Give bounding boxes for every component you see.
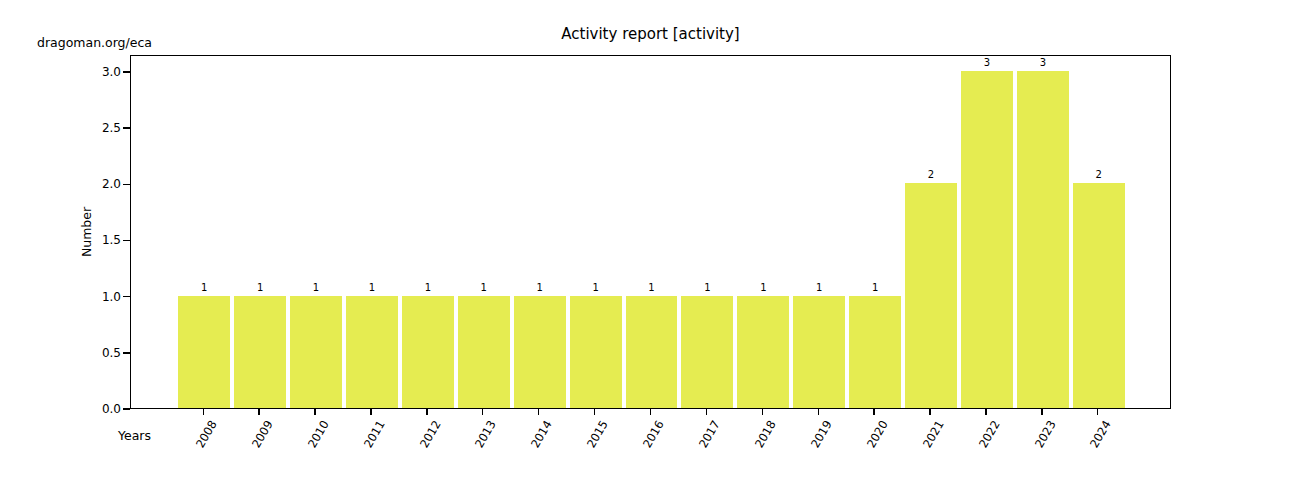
x-tick-mark-2014 [538,409,539,415]
y-tick-label-3.0: 3.0 [0,66,121,78]
bar-value-label-2011: 1 [369,283,375,293]
x-tick-mark-2020 [873,409,874,415]
bar-2019 [793,296,845,408]
y-tick-label-2.5: 2.5 [0,122,121,134]
x-tick-mark-2021 [929,409,930,415]
x-tick-label-text: 2022 [977,419,1002,450]
x-tick-mark-2022 [985,409,986,415]
bar-value-label-2015: 1 [592,283,598,293]
y-tick-mark-2.5 [123,127,130,128]
y-tick-mark-3.0 [123,71,130,72]
bar-2023 [1017,71,1069,408]
y-tick-mark-1.5 [123,240,130,241]
x-tick-mark-2013 [482,409,483,415]
bar-2018 [737,296,789,408]
x-tick-mark-2017 [706,409,707,415]
x-tick-mark-2018 [762,409,763,415]
bar-value-label-2013: 1 [481,283,487,293]
bar-value-label-2021: 2 [928,170,934,180]
y-tick-mark-1.0 [123,296,130,297]
x-tick-label-text: 2013 [474,419,499,450]
x-tick-label-text: 2023 [1033,419,1058,450]
x-tick-label-text: 2016 [642,419,667,450]
bar-value-label-2010: 1 [313,283,319,293]
x-tick-label-text: 2018 [754,419,779,450]
activity-report-figure: dragoman.org/eca Activity report [activi… [0,0,1300,500]
x-tick-label-text: 2014 [530,419,555,450]
y-tick-label-0.5: 0.5 [0,347,121,359]
x-tick-label-text: 2024 [1089,419,1114,450]
bar-2014 [514,296,566,408]
x-tick-mark-2016 [650,409,651,415]
bar-2021 [905,183,957,408]
x-tick-label-text: 2015 [586,419,611,450]
bar-value-label-2014: 1 [536,283,542,293]
bar-value-label-2020: 1 [872,283,878,293]
bar-2016 [626,296,678,408]
y-axis-label: Number [79,207,94,257]
x-tick-mark-2011 [370,409,371,415]
x-tick-label-text: 2010 [306,419,331,450]
x-tick-mark-2023 [1041,409,1042,415]
bar-2011 [346,296,398,408]
bar-2010 [290,296,342,408]
bar-2024 [1073,183,1125,408]
bar-value-label-2017: 1 [704,283,710,293]
y-tick-label-0.0: 0.0 [0,403,121,415]
bar-2008 [178,296,230,408]
x-tick-label-text: 2017 [698,419,723,450]
plot-area: 1 1 1 1 1 1 1 1 1 1 1 1 1 2 3 3 2 [130,55,1171,409]
chart-title: Activity report [activity] [130,25,1171,43]
x-tick-mark-2008 [203,409,204,415]
x-tick-label-text: 2009 [251,419,276,450]
x-tick-label-text: 2019 [810,419,835,450]
bar-value-label-2022: 3 [984,58,990,68]
x-tick-label-text: 2021 [921,419,946,450]
bar-2013 [458,296,510,408]
y-tick-mark-0.5 [123,352,130,353]
bar-2012 [402,296,454,408]
x-tick-mark-2015 [594,409,595,415]
bar-2020 [849,296,901,408]
bar-2015 [570,296,622,408]
bar-value-label-2009: 1 [257,283,263,293]
x-tick-mark-2019 [818,409,819,415]
bar-value-label-2023: 3 [1040,58,1046,68]
bar-2017 [681,296,733,408]
x-tick-label-text: 2012 [418,419,443,450]
bar-value-label-2012: 1 [425,283,431,293]
x-tick-mark-2024 [1097,409,1098,415]
x-tick-mark-2009 [258,409,259,415]
bar-2009 [234,296,286,408]
x-tick-mark-2010 [314,409,315,415]
bar-2022 [961,71,1013,408]
y-tick-label-1.5: 1.5 [0,234,121,246]
bar-value-label-2019: 1 [816,283,822,293]
y-tick-label-1.0: 1.0 [0,291,121,303]
x-axis-label: Years [118,428,151,443]
y-tick-mark-2.0 [123,184,130,185]
x-tick-mark-2012 [426,409,427,415]
x-tick-label-text: 2020 [865,419,890,450]
bar-value-label-2008: 1 [201,283,207,293]
y-tick-label-2.0: 2.0 [0,178,121,190]
y-tick-mark-0.0 [123,408,130,409]
bars-layer: 1 1 1 1 1 1 1 1 1 1 1 1 1 2 3 3 2 [131,56,1170,408]
bar-value-label-2016: 1 [648,283,654,293]
bar-value-label-2018: 1 [760,283,766,293]
bar-value-label-2024: 2 [1096,170,1102,180]
x-tick-label-text: 2008 [195,419,220,450]
x-tick-label-text: 2011 [362,419,387,450]
